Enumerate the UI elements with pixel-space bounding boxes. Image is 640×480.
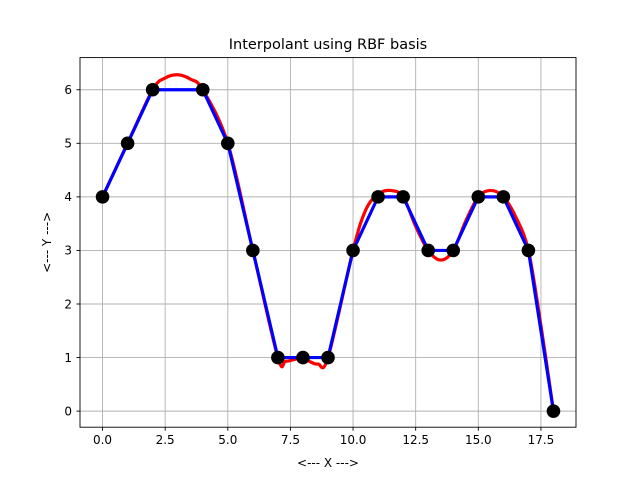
data-point [446, 243, 461, 258]
chart-title: Interpolant using RBF basis [229, 37, 427, 53]
data-point [145, 82, 160, 97]
x-axis: 0.0 2.5 5.0 7.5 10.0 12.5 15.0 17.5 [93, 427, 554, 447]
x-tick-label: 15.0 [465, 433, 492, 447]
x-tick-label: 12.5 [402, 433, 429, 447]
y-tick-label: 2 [64, 297, 72, 311]
data-point [220, 136, 235, 151]
data-point [95, 190, 110, 204]
x-tick-label: 5.0 [218, 433, 237, 447]
x-tick-label: 2.5 [156, 433, 175, 447]
y-tick-label: 4 [64, 190, 72, 204]
x-tick-label: 7.5 [281, 433, 300, 447]
x-tick-label: 17.5 [528, 433, 555, 447]
data-point [496, 190, 511, 204]
y-tick-label: 1 [64, 351, 72, 365]
y-axis-label: <--- Y ---> [40, 212, 54, 273]
data-point [246, 243, 260, 258]
data-point [471, 190, 486, 204]
x-tick-label: 0.0 [93, 433, 112, 447]
data-point [120, 136, 135, 151]
data-point [521, 243, 536, 258]
data-point [546, 404, 561, 418]
data-point [296, 350, 310, 365]
points-layer [95, 82, 561, 418]
x-axis-label: <--- X ---> [297, 456, 359, 470]
data-point [396, 190, 410, 204]
data-point [371, 190, 385, 204]
y-tick-label: 5 [64, 137, 72, 151]
data-point [271, 350, 285, 365]
y-tick-label: 6 [64, 83, 72, 97]
y-axis: 0 1 2 3 4 5 6 [64, 83, 80, 418]
y-tick-label: 0 [64, 404, 72, 418]
data-point [346, 243, 360, 258]
data-point [195, 82, 210, 97]
x-tick-label: 10.0 [340, 433, 367, 447]
plot-area [80, 57, 576, 428]
data-point [321, 350, 335, 365]
data-point [421, 243, 436, 258]
y-tick-label: 3 [64, 244, 72, 258]
plot-frame [79, 57, 577, 428]
